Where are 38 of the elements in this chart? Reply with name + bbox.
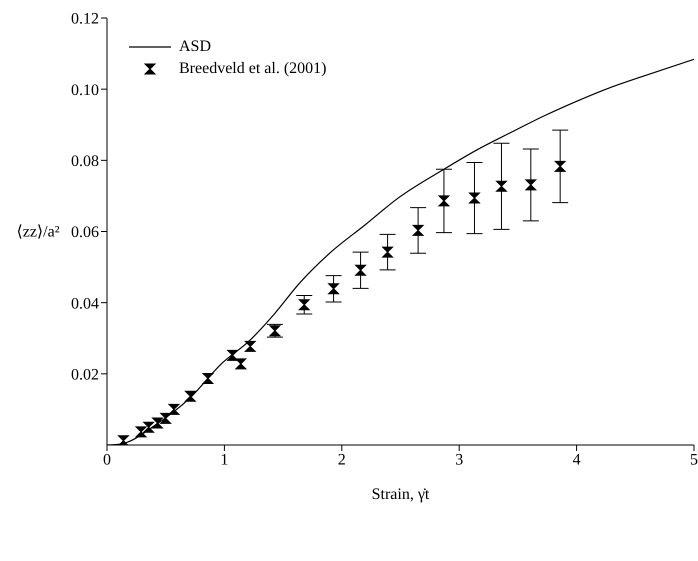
point (468, 192, 480, 204)
x-tick-label: 4 (572, 451, 581, 468)
point (152, 417, 163, 428)
point (244, 340, 256, 352)
y-tick-label: 0.08 (71, 153, 99, 170)
x-tick-label: 2 (338, 451, 346, 468)
x-tick-label: 3 (455, 451, 464, 468)
point (136, 426, 147, 438)
point (160, 412, 172, 424)
point (269, 325, 280, 336)
point (525, 179, 536, 190)
point (118, 435, 129, 445)
point (168, 404, 180, 415)
point (554, 160, 566, 172)
point (496, 180, 507, 192)
legend-label: ASD (179, 38, 212, 56)
x-axis-title: Strain, γ̇t (372, 486, 430, 503)
point (328, 283, 340, 294)
y-tick-label: 0.02 (71, 366, 99, 384)
point (143, 422, 154, 433)
point (227, 350, 238, 361)
y-tick-label: 0.06 (71, 224, 99, 242)
x-tick-label: 0 (103, 451, 111, 468)
y-tick-label: 0.04 (71, 295, 99, 312)
x-tick-label: 1 (220, 451, 228, 468)
point (382, 246, 394, 258)
x-tick-label: 5 (690, 451, 698, 468)
point (184, 390, 196, 402)
point (412, 224, 424, 236)
point (355, 264, 366, 276)
point (202, 372, 214, 384)
y-axis-title: ⟨zz⟩/a² (16, 224, 60, 240)
y-tick-label: 0.10 (71, 82, 99, 99)
point (235, 358, 246, 370)
point (438, 195, 450, 206)
legend-label: Breedveld et al. (2001) (179, 60, 326, 78)
y-tick-label: 0.12 (71, 10, 99, 28)
point (298, 299, 310, 310)
